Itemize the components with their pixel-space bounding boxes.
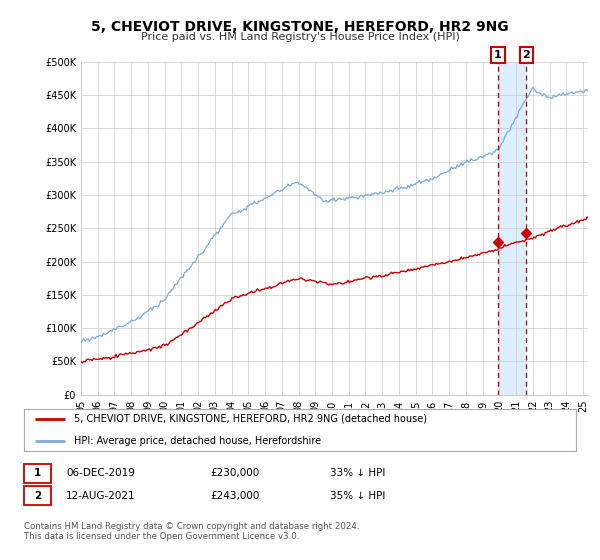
Text: 06-DEC-2019: 06-DEC-2019 [66, 468, 135, 478]
Text: 2: 2 [523, 50, 530, 60]
Text: Price paid vs. HM Land Registry's House Price Index (HPI): Price paid vs. HM Land Registry's House … [140, 32, 460, 42]
Text: £230,000: £230,000 [210, 468, 259, 478]
Text: 1: 1 [34, 468, 41, 478]
Text: Contains HM Land Registry data © Crown copyright and database right 2024.
This d: Contains HM Land Registry data © Crown c… [24, 522, 359, 542]
Text: 35% ↓ HPI: 35% ↓ HPI [330, 491, 385, 501]
Text: 5, CHEVIOT DRIVE, KINGSTONE, HEREFORD, HR2 9NG (detached house): 5, CHEVIOT DRIVE, KINGSTONE, HEREFORD, H… [74, 414, 427, 424]
Text: 1: 1 [494, 50, 502, 60]
Text: 12-AUG-2021: 12-AUG-2021 [66, 491, 136, 501]
Text: 5, CHEVIOT DRIVE, KINGSTONE, HEREFORD, HR2 9NG: 5, CHEVIOT DRIVE, KINGSTONE, HEREFORD, H… [91, 20, 509, 34]
Text: £243,000: £243,000 [210, 491, 259, 501]
Bar [498, 62, 526, 395]
Text: 33% ↓ HPI: 33% ↓ HPI [330, 468, 385, 478]
Text: HPI: Average price, detached house, Herefordshire: HPI: Average price, detached house, Here… [74, 436, 321, 446]
Text: 2: 2 [34, 491, 41, 501]
